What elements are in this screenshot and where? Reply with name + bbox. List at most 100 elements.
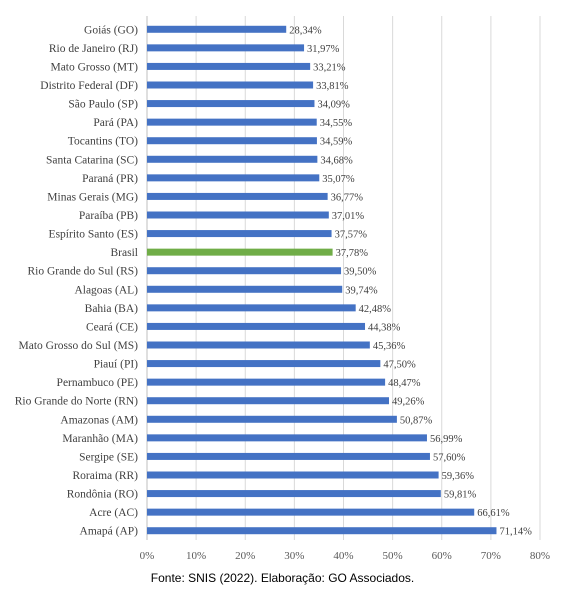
category-label: Sergipe (SE) bbox=[79, 451, 138, 463]
category-label: Paraná (PR) bbox=[82, 173, 138, 185]
x-tick-label: 40% bbox=[333, 550, 353, 562]
value-label: 48,47% bbox=[388, 378, 421, 389]
x-tick-label: 20% bbox=[235, 550, 255, 562]
category-labels: Goiás (GO) Rio de Janeiro (RJ) Mato Grosso… bbox=[15, 24, 138, 537]
category-label: Roraima (RR) bbox=[73, 470, 139, 482]
category-label: Rondônia (RO) bbox=[67, 489, 138, 501]
value-label: 28,34% bbox=[289, 25, 322, 36]
x-tick-label: 60% bbox=[432, 550, 452, 562]
category-label: Paraíba (PB) bbox=[79, 210, 138, 222]
value-label: 39,74% bbox=[345, 285, 378, 296]
bar bbox=[147, 174, 320, 182]
bar bbox=[147, 118, 317, 126]
value-label: 44,38% bbox=[368, 322, 401, 333]
category-label: São Paulo (SP) bbox=[68, 99, 138, 111]
bar bbox=[147, 397, 389, 405]
bar bbox=[147, 322, 366, 330]
value-label: 56,99% bbox=[430, 434, 463, 445]
bar bbox=[147, 415, 397, 423]
category-label: Minas Gerais (MG) bbox=[47, 191, 138, 203]
x-tick-label: 70% bbox=[481, 550, 501, 562]
value-label: 59,36% bbox=[442, 471, 475, 482]
bar bbox=[147, 100, 315, 108]
value-label: 66,61% bbox=[477, 508, 510, 519]
gridlines bbox=[146, 16, 541, 540]
bar bbox=[147, 527, 497, 535]
value-label: 37,78% bbox=[336, 248, 369, 259]
bar bbox=[147, 211, 329, 219]
category-label: Rio Grande do Norte (RN) bbox=[15, 396, 138, 408]
category-label: Rio de Janeiro (RJ) bbox=[49, 43, 138, 55]
category-label: Acre (AC) bbox=[89, 507, 138, 519]
value-label: 50,87% bbox=[400, 415, 433, 426]
bar bbox=[147, 285, 343, 293]
category-label: Amapá (AP) bbox=[80, 526, 139, 538]
category-label: Maranhão (MA) bbox=[62, 433, 138, 445]
bar bbox=[147, 44, 305, 52]
category-label: Brasil bbox=[111, 247, 138, 259]
category-label: Pernambuco (PE) bbox=[57, 377, 139, 389]
category-label: Espírito Santo (ES) bbox=[49, 229, 139, 241]
category-label: Mato Grosso (MT) bbox=[50, 61, 138, 73]
value-label: 37,57% bbox=[335, 230, 368, 241]
category-label: Tocantins (TO) bbox=[68, 136, 138, 148]
value-label: 36,77% bbox=[331, 192, 364, 203]
category-label: Goiás (GO) bbox=[84, 24, 138, 36]
bar bbox=[147, 508, 475, 516]
category-label: Distrito Federal (DF) bbox=[40, 80, 138, 92]
value-label: 45,36% bbox=[373, 341, 406, 352]
value-label: 34,59% bbox=[320, 137, 353, 148]
x-tick-label: 50% bbox=[383, 550, 403, 562]
category-label: Mato Grosso do Sul (MS) bbox=[19, 340, 139, 352]
category-label: Pará (PA) bbox=[93, 117, 138, 129]
value-label: 57,60% bbox=[433, 452, 466, 463]
value-label: 42,48% bbox=[359, 304, 392, 315]
bar bbox=[147, 434, 427, 442]
x-tick-label: 10% bbox=[186, 550, 206, 562]
bar bbox=[147, 230, 332, 238]
category-label: Alagoas (AL) bbox=[74, 284, 138, 296]
x-axis-ticks: 0% 10% 20% 30% 40% 50% 60% 70% 80% bbox=[140, 550, 550, 562]
bar bbox=[147, 490, 441, 498]
value-label: 59,81% bbox=[444, 490, 477, 501]
x-tick-label: 0% bbox=[140, 550, 155, 562]
value-label: 37,01% bbox=[332, 211, 365, 222]
category-label: Ceará (CE) bbox=[86, 321, 138, 333]
category-label: Amazonas (AM) bbox=[60, 414, 138, 426]
bar bbox=[147, 341, 370, 349]
bar bbox=[147, 267, 342, 275]
value-label: 71,14% bbox=[499, 527, 532, 538]
x-tick-label: 80% bbox=[530, 550, 550, 562]
value-labels: 28,34% 31,97% 33,21% 33,81% 34,09% 34,55% 34,5… bbox=[289, 25, 532, 537]
category-label: Bahia (BA) bbox=[85, 303, 139, 315]
value-label: 34,55% bbox=[320, 118, 353, 129]
bar bbox=[147, 304, 356, 312]
value-label: 35,07% bbox=[322, 174, 355, 185]
bar bbox=[147, 452, 430, 460]
bar-highlight bbox=[147, 248, 333, 256]
bar bbox=[147, 62, 311, 70]
category-label: Santa Catarina (SC) bbox=[46, 154, 138, 166]
bars bbox=[147, 25, 497, 535]
source-note: Fonte: SNIS (2022). Elaboração: GO Assoc… bbox=[150, 571, 415, 585]
value-label: 33,21% bbox=[313, 62, 346, 73]
value-label: 34,09% bbox=[317, 100, 350, 111]
bar bbox=[147, 360, 381, 368]
bar bbox=[147, 471, 439, 479]
value-label: 39,50% bbox=[344, 267, 377, 278]
bar bbox=[147, 137, 317, 145]
bar bbox=[147, 81, 314, 89]
value-label: 34,68% bbox=[320, 155, 353, 166]
category-label: Piauí (PI) bbox=[94, 359, 139, 371]
bar bbox=[147, 155, 318, 163]
bar bbox=[147, 25, 287, 33]
value-label: 47,50% bbox=[383, 360, 416, 371]
value-label: 33,81% bbox=[316, 81, 349, 92]
x-tick-label: 30% bbox=[284, 550, 304, 562]
value-label: 49,26% bbox=[392, 397, 425, 408]
value-label: 31,97% bbox=[307, 44, 340, 55]
category-label: Rio Grande do Sul (RS) bbox=[27, 266, 138, 278]
bar bbox=[147, 378, 386, 386]
bar bbox=[147, 192, 328, 200]
